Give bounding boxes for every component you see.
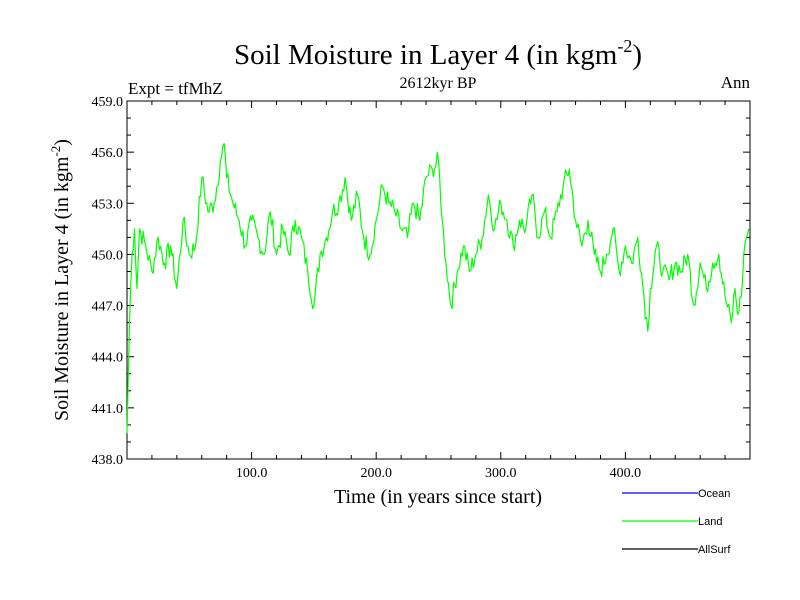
y-tick-label: 459.0 (92, 95, 124, 110)
svg-text:Soil Moisture in Layer 4 (in k: Soil Moisture in Layer 4 (in kgm-2) (234, 36, 642, 71)
x-tick-label: 300.0 (485, 466, 517, 481)
y-axis-label: Soil Moisture in Layer 4 (in kgm-2) (48, 139, 73, 421)
y-tick-label: 447.0 (92, 300, 124, 315)
series-line-land (126, 143, 750, 434)
legend-label-land: Land (698, 516, 722, 528)
y-tick-label: 444.0 (92, 351, 124, 366)
x-tick-label: 100.0 (236, 466, 268, 481)
period-label: 2612kyr BP (400, 75, 477, 92)
season-label: Ann (721, 73, 751, 92)
y-tick-label: 438.0 (92, 453, 124, 468)
x-tick-label: 200.0 (360, 466, 392, 481)
legend-label-allsurf: AllSurf (698, 544, 731, 556)
y-axis-label-superscript: -2 (48, 146, 63, 157)
x-axis-ticks: 100.0 200.0 300.0 400.0 (151, 101, 726, 481)
chart-title: Soil Moisture in Layer 4 (in kgm-2) (234, 36, 642, 71)
title-close: ) (632, 39, 642, 71)
x-axis-label: Time (in years since start) (334, 486, 542, 508)
plot-frame (126, 100, 751, 460)
experiment-label: Expt = tfMhZ (128, 79, 223, 98)
y-axis-label-main: Soil Moisture in Layer 4 (in kgm (51, 156, 73, 421)
y-tick-label: 453.0 (92, 197, 124, 212)
y-tick-label: 441.0 (92, 402, 124, 417)
y-tick-label: 450.0 (92, 248, 124, 263)
y-axis-ticks: 438.0 441.0 444.0 447.0 450.0 453.0 456.0 459.0 (92, 95, 750, 468)
title-superscript: -2 (617, 36, 632, 56)
x-tick-label: 400.0 (610, 466, 642, 481)
legend-label-ocean: Ocean (698, 488, 730, 500)
series-layer (126, 143, 750, 434)
title-main: Soil Moisture in Layer 4 (in kgm (234, 39, 618, 71)
y-tick-label: 456.0 (92, 146, 124, 161)
legend: Ocean Land AllSurf (622, 488, 731, 556)
plot-area (126, 100, 751, 460)
y-axis-label-close: ) (51, 139, 73, 146)
